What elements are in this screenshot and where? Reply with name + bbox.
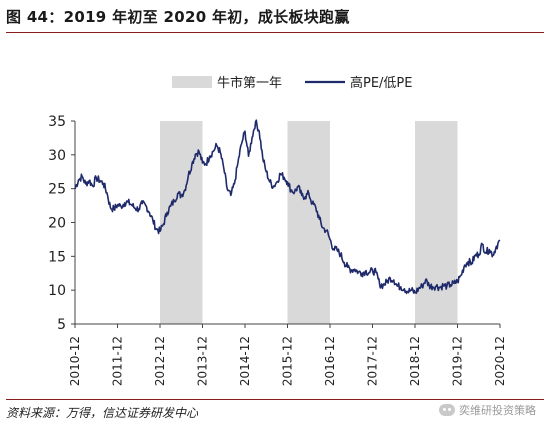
series-line-high-pe-low-pe: [74, 119, 501, 295]
y-tick-label-10: 10: [48, 283, 66, 299]
x-tick-label-2011-12: 2011-12: [111, 336, 125, 386]
axes: [71, 120, 501, 328]
wechat-icon: [439, 404, 455, 416]
x-tick-label-2017-12: 2017-12: [366, 336, 380, 386]
x-tick-label-2010-12: 2010-12: [68, 336, 82, 386]
y-tick-labels: 5 10 15 20 25 30 35: [48, 114, 66, 333]
chart: 牛市第一年 高PE/低PE 5 10 15 20 25 30 35 2010-12 2011-…: [48, 75, 507, 386]
x-tick-label-2012-12: 2012-12: [153, 336, 167, 386]
y-tick-label-35: 35: [48, 114, 66, 130]
x-tick-label-2019-12: 2019-12: [451, 336, 465, 386]
y-tick-label-15: 15: [48, 249, 66, 265]
bull-period-bands: [160, 121, 458, 324]
watermark: 奕维研投资策略: [439, 402, 536, 418]
x-tick-label-2016-12: 2016-12: [323, 336, 337, 386]
source-note: 资料来源：万得，信达证券研发中心: [6, 406, 199, 420]
legend: 牛市第一年 高PE/低PE: [172, 75, 413, 91]
title-rule: [6, 32, 544, 33]
x-tick-label-2020-12: 2020-12: [493, 336, 507, 386]
figure-title: 图 44：2019 年初至 2020 年初，成长板块跑赢: [6, 8, 350, 26]
legend-bull-swatch: [172, 76, 212, 88]
bull-band-1: [160, 121, 203, 324]
y-tick-label-25: 25: [48, 182, 66, 198]
watermark-text: 奕维研投资策略: [459, 404, 536, 417]
x-tick-label-2018-12: 2018-12: [408, 336, 422, 386]
bull-band-3: [415, 121, 458, 324]
x-tick-label-2014-12: 2014-12: [238, 336, 252, 386]
x-tick-label-2013-12: 2013-12: [196, 336, 210, 386]
y-tick-label-30: 30: [48, 148, 66, 164]
x-tick-labels: 2010-12 2011-12 2012-12 2013-12 2014-12 2015-…: [68, 336, 507, 386]
source-rule: [6, 399, 544, 400]
legend-bull-label: 牛市第一年: [217, 75, 282, 91]
x-tick-label-2015-12: 2015-12: [281, 336, 295, 386]
legend-series-label: 高PE/低PE: [350, 75, 413, 91]
y-tick-label-5: 5: [57, 317, 66, 333]
bull-band-2: [287, 121, 330, 324]
y-tick-label-20: 20: [48, 216, 66, 232]
